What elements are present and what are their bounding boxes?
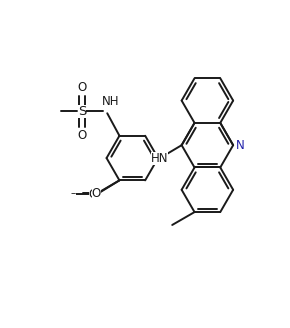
Text: NH: NH xyxy=(102,95,119,108)
Text: S: S xyxy=(78,105,86,118)
Text: –: – xyxy=(71,188,76,198)
Text: O: O xyxy=(89,188,98,201)
Text: O: O xyxy=(77,81,87,93)
Text: N: N xyxy=(236,139,244,152)
Text: O: O xyxy=(77,129,87,142)
Text: O: O xyxy=(92,187,101,200)
Text: HN: HN xyxy=(151,152,168,165)
